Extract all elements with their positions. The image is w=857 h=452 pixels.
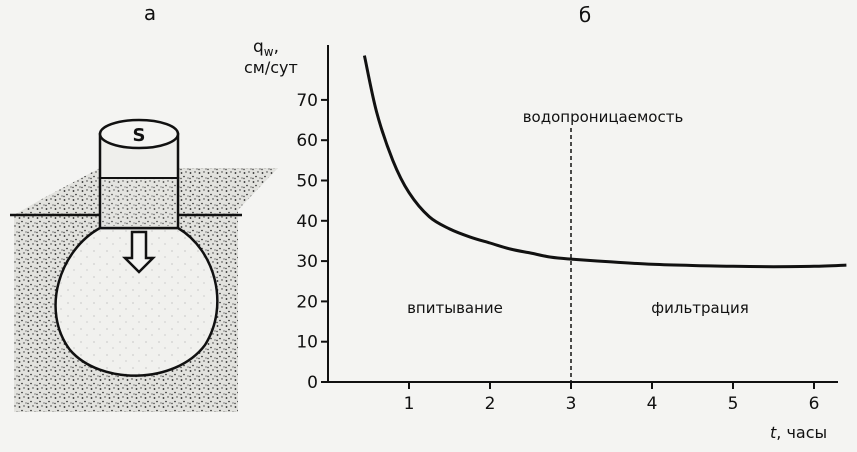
- y-tick-label: 10: [296, 333, 318, 353]
- y-tick-label: 0: [307, 373, 318, 393]
- x-tick-label: 5: [728, 394, 739, 414]
- flow-arrow-icon: [121, 230, 157, 274]
- y-axis-label: qw,: [253, 37, 279, 59]
- x-tick-label: 6: [809, 394, 820, 414]
- y-axis-label-var: q: [253, 37, 264, 57]
- cylinder-top: [98, 118, 180, 150]
- wetting-bulb: [54, 226, 219, 377]
- y-axis-label-sub: w: [264, 45, 274, 59]
- infiltrometer-illustration: S: [10, 118, 278, 412]
- y-ticks: 0 10 20 30 40 50 60 70: [296, 91, 328, 393]
- annotation-permeability: водопроницаемость: [523, 108, 684, 126]
- panel-label-a: а: [144, 1, 156, 25]
- x-axis-label-unit: , часы: [776, 423, 827, 442]
- y-tick-label: 60: [296, 131, 318, 151]
- x-tick-label: 2: [485, 394, 496, 414]
- infiltration-chart: 0 10 20 30 40 50 60 70 1 2 3 4 5 6 qw, см/сут t, час…: [244, 37, 847, 442]
- panel-label-b: б: [579, 3, 591, 27]
- y-tick-label: 40: [296, 212, 318, 232]
- x-tick-label: 1: [404, 394, 415, 414]
- y-tick-label: 70: [296, 91, 318, 111]
- annotation-filtration: фильтрация: [651, 299, 748, 317]
- x-ticks: 1 2 3 4 5 6: [404, 382, 820, 414]
- cylinder-water: [102, 178, 176, 226]
- series-line: [362, 55, 847, 269]
- cylinder-area-label: S: [133, 125, 146, 146]
- y-axis-label-sep: ,: [274, 37, 279, 57]
- x-axis-label: t, часы: [770, 423, 827, 442]
- y-axis-unit: см/сут: [244, 58, 298, 77]
- x-tick-label: 3: [566, 394, 577, 414]
- y-tick-label: 30: [296, 252, 318, 272]
- y-tick-label: 20: [296, 292, 318, 312]
- x-axis-label-var: t: [770, 423, 777, 442]
- annotation-infiltration: впитывание: [407, 299, 503, 317]
- x-tick-label: 4: [647, 394, 658, 414]
- y-tick-label: 50: [296, 172, 318, 192]
